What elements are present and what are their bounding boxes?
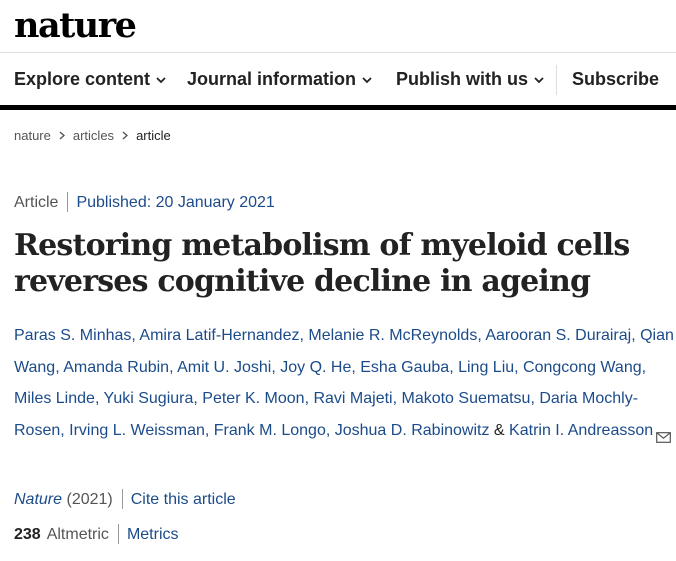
author-link[interactable]: Makoto Suematsu: [401, 390, 531, 407]
author-link[interactable]: Qian Wang: [14, 327, 674, 376]
header-divider: [0, 52, 676, 53]
published-date[interactable]: Published: 20 January 2021: [76, 194, 275, 212]
author-link[interactable]: Peter K. Moon: [202, 390, 305, 407]
chevron-down-icon: [156, 77, 166, 84]
author-link[interactable]: Esha Gauba: [360, 358, 450, 376]
article-meta: Article Published: 20 January 2021: [14, 192, 275, 213]
author-list: Paras S. Minhas, Amira Latif-Hernandez, …: [14, 320, 674, 446]
metrics-link[interactable]: Metrics: [126, 526, 179, 544]
author-link[interactable]: Amira Latif-Hernandez: [139, 327, 300, 344]
nav-explore-content[interactable]: Explore content: [14, 53, 166, 105]
author-link[interactable]: Amit U. Joshi: [177, 358, 272, 376]
breadcrumb-current: article: [136, 128, 171, 143]
nav-explore-label: Explore content: [14, 69, 151, 89]
metrics-line: 238 Altmetric Metrics: [14, 524, 179, 545]
chevron-right-icon: [59, 128, 65, 143]
author-link[interactable]: Daria Mochly-Rosen: [14, 390, 639, 439]
article-type: Article: [14, 194, 59, 212]
citation-line: Nature (2021) Cite this article: [14, 489, 236, 510]
metrics-divider: [117, 524, 119, 544]
author-link[interactable]: Ravi Majeti: [313, 390, 393, 407]
journal-name[interactable]: Nature: [14, 491, 63, 509]
corresponding-author-link[interactable]: Katrin I. Andreasson: [509, 421, 654, 439]
main-nav: Explore content Journal information Publ…: [0, 53, 676, 105]
nav-publish-with-us[interactable]: Publish with us: [396, 53, 544, 105]
meta-divider: [67, 192, 69, 212]
subscribe-link[interactable]: Subscribe: [572, 69, 660, 89]
breadcrumb-articles[interactable]: articles: [72, 128, 115, 143]
author-link[interactable]: Frank M. Longo: [213, 421, 326, 439]
altmetric-count: 238: [14, 526, 41, 544]
chevron-down-icon: [362, 77, 372, 84]
author-link[interactable]: Irving L. Weissman: [69, 421, 205, 439]
author-link[interactable]: Joy Q. He: [280, 358, 352, 376]
author-link[interactable]: Ling Liu: [458, 358, 515, 376]
chevron-down-icon: [534, 77, 544, 84]
cite-divider: [121, 489, 123, 509]
publication-year: (2021): [66, 491, 113, 509]
nav-journal-label: Journal information: [187, 69, 357, 89]
author-link[interactable]: Paras S. Minhas: [14, 327, 132, 344]
author-link[interactable]: Melanie R. McReynolds: [308, 327, 478, 344]
author-link[interactable]: Yuki Sugiura: [103, 390, 194, 407]
altmetric-label: Altmetric: [46, 526, 109, 544]
cite-this-article-link[interactable]: Cite this article: [130, 491, 236, 509]
author-link[interactable]: Amanda Rubin: [63, 358, 170, 376]
author-link[interactable]: Joshua D. Rabinowitz: [334, 421, 490, 439]
nav-bottom-bar: [0, 105, 676, 110]
nav-journal-information[interactable]: Journal information: [187, 53, 372, 105]
chevron-right-icon: [122, 128, 129, 143]
nature-logo[interactable]: nature: [14, 5, 137, 46]
nav-publish-label: Publish with us: [396, 69, 529, 89]
nav-divider: [556, 65, 557, 95]
author-link[interactable]: Congcong Wang: [523, 358, 642, 376]
author-link[interactable]: Miles Linde: [14, 390, 95, 407]
author-link[interactable]: Aarooran S. Durairaj: [485, 327, 632, 344]
breadcrumb: nature articles article: [14, 128, 171, 143]
article-title: Restoring metabolism of myeloid cells re…: [14, 228, 630, 299]
breadcrumb-home[interactable]: nature: [14, 128, 51, 143]
mail-icon[interactable]: [656, 423, 672, 455]
